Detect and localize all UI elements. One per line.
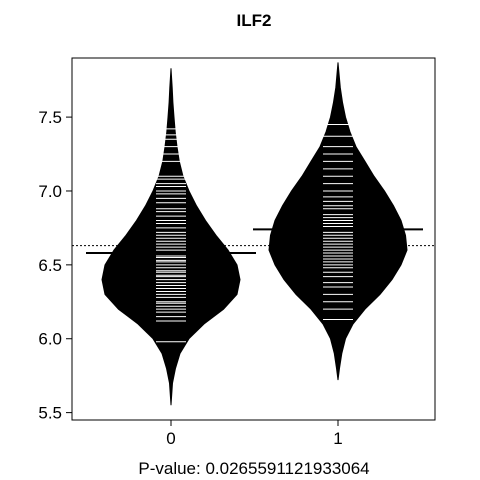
- y-tick-label: 7.5: [38, 108, 62, 127]
- x-axis-label: P-value: 0.0265591121933064: [138, 459, 369, 478]
- y-axis: 5.5 6.0 6.5 7.0 7.5: [38, 108, 72, 423]
- bean-group-1: [253, 62, 423, 381]
- bean-group-0: [86, 68, 256, 406]
- y-tick-label: 7.0: [38, 182, 62, 201]
- x-tick-label: 0: [166, 429, 175, 448]
- y-tick-label: 6.5: [38, 256, 62, 275]
- plot-frame: [71, 57, 436, 421]
- bean-shape: [101, 68, 241, 406]
- plot-area: [72, 62, 435, 406]
- y-tick-label: 6.0: [38, 330, 62, 349]
- x-tick-label: 1: [333, 429, 342, 448]
- bean-shape: [268, 62, 408, 381]
- chart-title: ILF2: [237, 11, 272, 30]
- y-tick-label: 5.5: [38, 404, 62, 423]
